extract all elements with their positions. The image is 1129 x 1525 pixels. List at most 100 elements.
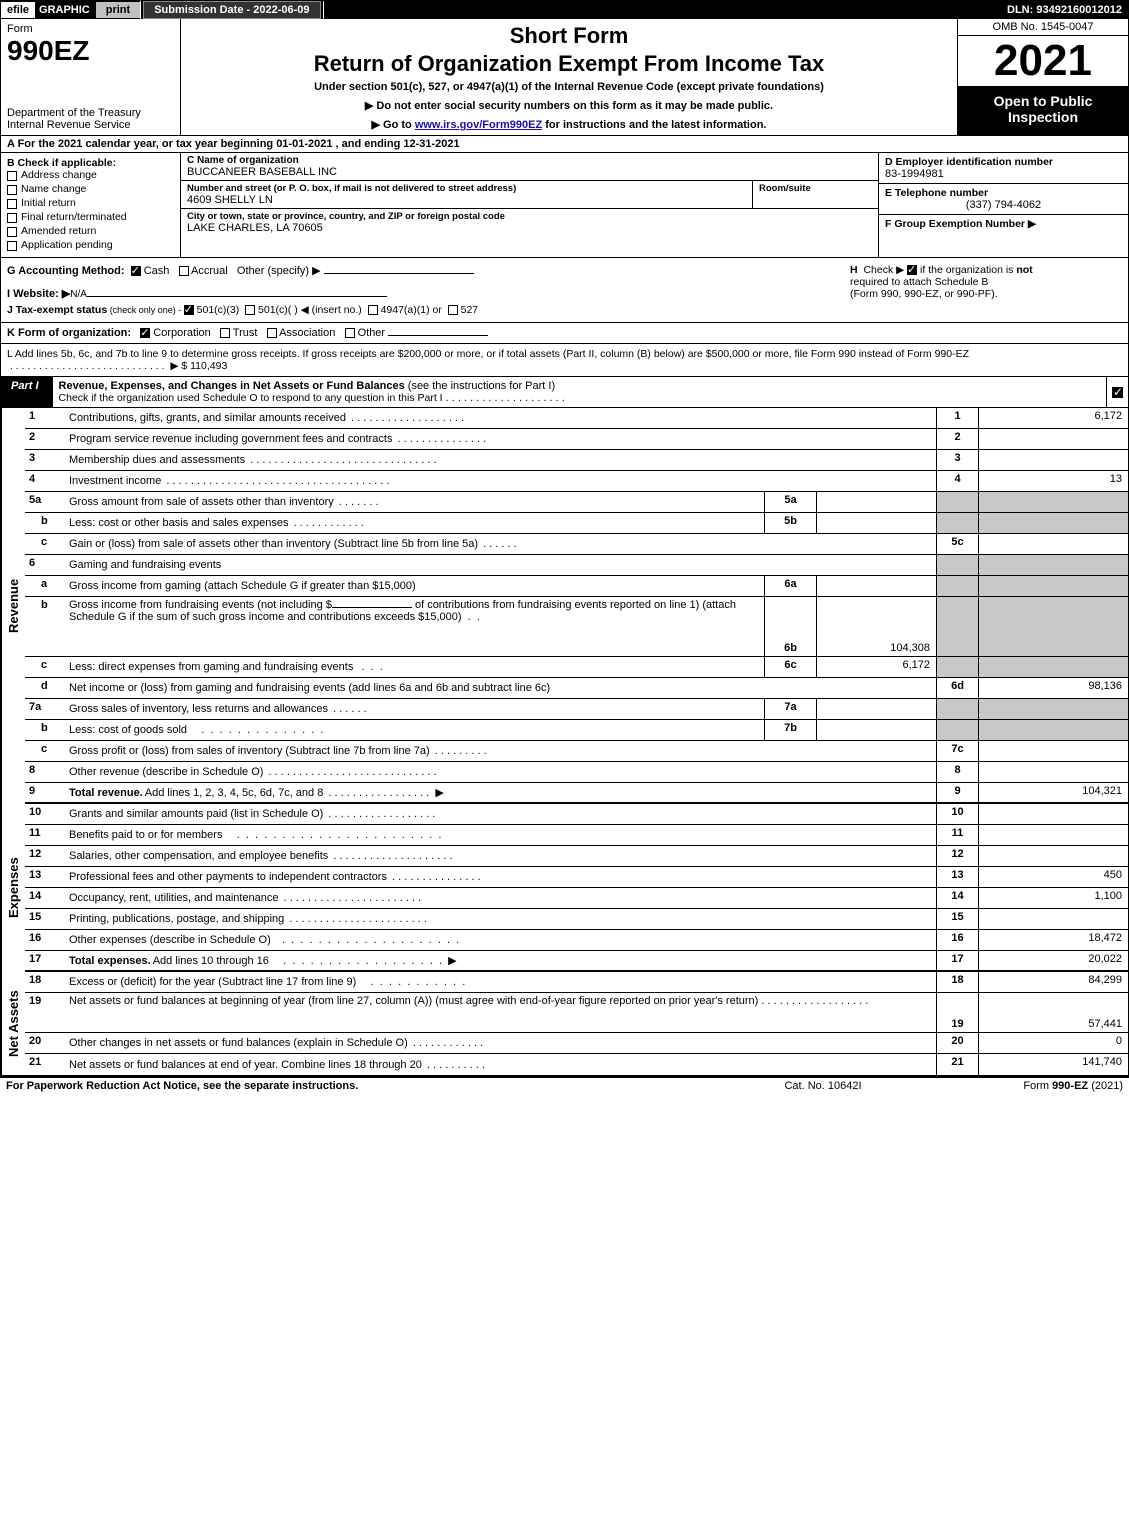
part-1-subtitle: Check if the organization used Schedule … [59, 392, 443, 404]
print-button[interactable]: print [96, 2, 140, 18]
line-no: b [25, 720, 65, 740]
chk-association-icon[interactable] [267, 328, 277, 338]
line-midval [816, 720, 936, 740]
line-val-shaded [978, 576, 1128, 596]
line-num: 9 [936, 783, 978, 802]
gross-receipts-row: L Add lines 5b, 6c, and 7b to line 9 to … [1, 344, 1128, 377]
chk-application-pending[interactable]: Application pending [7, 239, 174, 251]
line-20: 20 Other changes in net assets or fund b… [25, 1033, 1128, 1054]
line-desc: Less: direct expenses from gaming and fu… [65, 657, 764, 677]
line-no: 1 [25, 408, 65, 428]
chk-name-change[interactable]: Name change [7, 183, 174, 195]
contrib-amount-field[interactable] [332, 607, 412, 608]
return-title: Return of Organization Exempt From Incom… [187, 51, 951, 77]
line-val-shaded [978, 657, 1128, 677]
line-mid: 6c [764, 657, 816, 677]
instr-goto: ▶ Go to www.irs.gov/Form990EZ for instru… [187, 118, 951, 131]
line-no: 3 [25, 450, 65, 470]
chk-accrual-icon[interactable] [179, 266, 189, 276]
line-val-shaded [978, 513, 1128, 533]
efile-graphic-print-group: efile GRAPHIC print [1, 1, 141, 19]
org-name-row: C Name of organization BUCCANEER BASEBAL… [181, 153, 878, 181]
line-6b: b Gross income from fundraising events (… [25, 597, 1128, 657]
line-no: 7a [25, 699, 65, 719]
graphic-label: GRAPHIC [35, 4, 94, 16]
line-6d: d Net income or (loss) from gaming and f… [25, 678, 1128, 699]
line-val-shaded [978, 555, 1128, 575]
g-accrual: Accrual [191, 265, 228, 277]
website-field[interactable] [87, 296, 387, 297]
other-org-field[interactable] [388, 335, 488, 336]
line-desc: Contributions, gifts, grants, and simila… [65, 408, 936, 428]
header-center: Short Form Return of Organization Exempt… [181, 19, 958, 135]
checkbox-icon [7, 213, 17, 223]
chk-trust-icon[interactable] [220, 328, 230, 338]
line-17: 17 Total expenses. Add lines 10 through … [25, 951, 1128, 972]
line-val-shaded [978, 492, 1128, 512]
box-b: B Check if applicable: Address change Na… [1, 153, 181, 257]
chk-address-change[interactable]: Address change [7, 169, 174, 181]
line-no: a [25, 576, 65, 596]
form-990ez-page: efile GRAPHIC print Submission Date - 20… [0, 0, 1129, 1078]
line-val [978, 450, 1128, 470]
revenue-side-label: Revenue [1, 408, 25, 804]
irs-link[interactable]: www.irs.gov/Form990EZ [415, 119, 542, 131]
net-assets-section: Net Assets 18 Excess or (deficit) for th… [1, 972, 1128, 1077]
ein-row: D Employer identification number 83-1994… [879, 153, 1128, 184]
other-specify-field[interactable] [324, 273, 474, 274]
line-15: 15 Printing, publications, postage, and … [25, 909, 1128, 930]
efile-button[interactable]: efile [1, 2, 35, 18]
chk-application-pending-label: Application pending [21, 239, 113, 251]
i-label: I Website: ▶ [7, 288, 70, 300]
line-no: 18 [25, 972, 65, 992]
line-midval: 104,308 [816, 597, 936, 656]
line-no: 2 [25, 429, 65, 449]
instr-goto-pre: ▶ Go to [372, 119, 415, 131]
checkbox-icon [7, 241, 17, 251]
h-label: H [850, 264, 858, 276]
chk-final-return[interactable]: Final return/terminated [7, 211, 174, 223]
chk-527-icon[interactable] [448, 305, 458, 315]
line-mid: 6b [764, 597, 816, 656]
line-num-shaded [936, 597, 978, 656]
line-mid: 6a [764, 576, 816, 596]
line-no: 11 [25, 825, 65, 845]
telephone-value: (337) 794-4062 [885, 199, 1122, 211]
tax-year: 2021 [958, 36, 1128, 87]
line-val [978, 741, 1128, 761]
chk-initial-return[interactable]: Initial return [7, 197, 174, 209]
group-exemption-row: F Group Exemption Number ▶ [879, 215, 1128, 257]
line-7b: b Less: cost of goods sold . . . . . . .… [25, 720, 1128, 741]
chk-other-org-icon[interactable] [345, 328, 355, 338]
instr-no-ssn: ▶ Do not enter social security numbers o… [187, 99, 951, 112]
line-val [978, 762, 1128, 782]
line-desc: Investment income . . . . . . . . . . . … [65, 471, 936, 491]
line-desc: Benefits paid to or for members . . . . … [65, 825, 936, 845]
line-desc: Gross profit or (loss) from sales of inv… [65, 741, 936, 761]
revenue-section: Revenue 1 Contributions, gifts, grants, … [1, 408, 1128, 804]
chk-501c3-icon[interactable] [184, 305, 194, 315]
chk-address-change-label: Address change [21, 169, 97, 181]
chk-4947-icon[interactable] [368, 305, 378, 315]
chk-schedule-b-icon[interactable] [907, 265, 917, 275]
chk-501c-icon[interactable] [245, 305, 255, 315]
line-13: 13 Professional fees and other payments … [25, 867, 1128, 888]
submission-date-button[interactable]: Submission Date - 2022-06-09 [143, 1, 320, 19]
chk-amended-return[interactable]: Amended return [7, 225, 174, 237]
line-a-tax-year: A For the 2021 calendar year, or tax yea… [1, 136, 1128, 153]
chk-cash-icon[interactable] [131, 266, 141, 276]
part-1-check[interactable] [1106, 377, 1128, 407]
chk-corporation-icon[interactable] [140, 328, 150, 338]
checkbox-icon [7, 171, 17, 181]
line-midval [816, 699, 936, 719]
h-text2: if the organization is [920, 264, 1016, 276]
footer-center: Cat. No. 10642I [723, 1080, 923, 1092]
line-6: 6 Gaming and fundraising events [25, 555, 1128, 576]
line-midval [816, 513, 936, 533]
line-num: 8 [936, 762, 978, 782]
submission-wrap: Submission Date - 2022-06-09 [141, 1, 323, 19]
line-6a: a Gross income from gaming (attach Sched… [25, 576, 1128, 597]
line-no: 12 [25, 846, 65, 866]
line-desc: Occupancy, rent, utilities, and maintena… [65, 888, 936, 908]
line-desc: Other changes in net assets or fund bala… [65, 1033, 936, 1053]
